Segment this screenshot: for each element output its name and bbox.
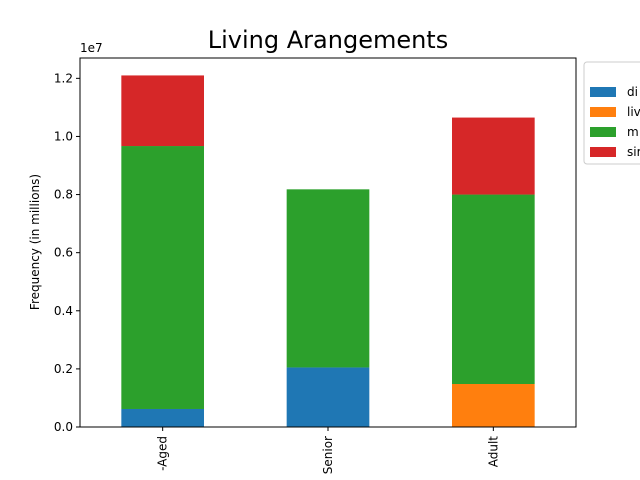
y-tick-label: 1.2: [54, 71, 73, 85]
bars-group: [121, 75, 535, 427]
bar-segment-m-1: [286, 189, 370, 368]
y-tick-label: 0.2: [54, 362, 73, 376]
y-axis-label: Frequency (in millions): [28, 174, 42, 310]
y-offset-text: 1e7: [80, 41, 103, 55]
bar-segment-di-0: [121, 408, 204, 427]
bar-segment-m-0: [121, 146, 204, 409]
legend-label-di: di: [627, 85, 638, 99]
bar-segment-di-1: [286, 367, 370, 427]
legend-swatch-di: [590, 87, 616, 97]
chart-title: Living Arangements: [208, 26, 448, 54]
bar-segment-sir-2: [452, 117, 535, 195]
legend-label-m: m: [627, 125, 639, 139]
y-tick-label: 1.0: [54, 129, 73, 143]
y-tick-label: 0.0: [54, 420, 73, 434]
bar-segment-sir-0: [121, 75, 204, 147]
legend-label-liv: liv: [627, 105, 640, 119]
y-tick-label: 0.6: [54, 246, 73, 260]
legend-swatch-sir: [590, 147, 616, 157]
x-tick-label: Senior: [321, 436, 335, 474]
legend-label-sir: sir: [627, 145, 640, 159]
y-axis: 0.0 0.2 0.4 0.6 0.8 1.0 1.2: [54, 71, 80, 434]
y-tick-label: 0.8: [54, 188, 73, 202]
x-tick-label: -Aged: [156, 436, 170, 471]
legend-swatch-liv: [590, 107, 616, 117]
y-tick-label: 0.4: [54, 304, 73, 318]
legend-swatch-m: [590, 127, 616, 137]
bar-segment-m-2: [452, 194, 535, 384]
legend: di liv m sir: [583, 61, 640, 165]
x-tick-label: Adult: [486, 436, 500, 468]
x-axis: -Aged Senior Adult: [156, 427, 500, 474]
bar-segment-liv-2: [452, 383, 535, 427]
